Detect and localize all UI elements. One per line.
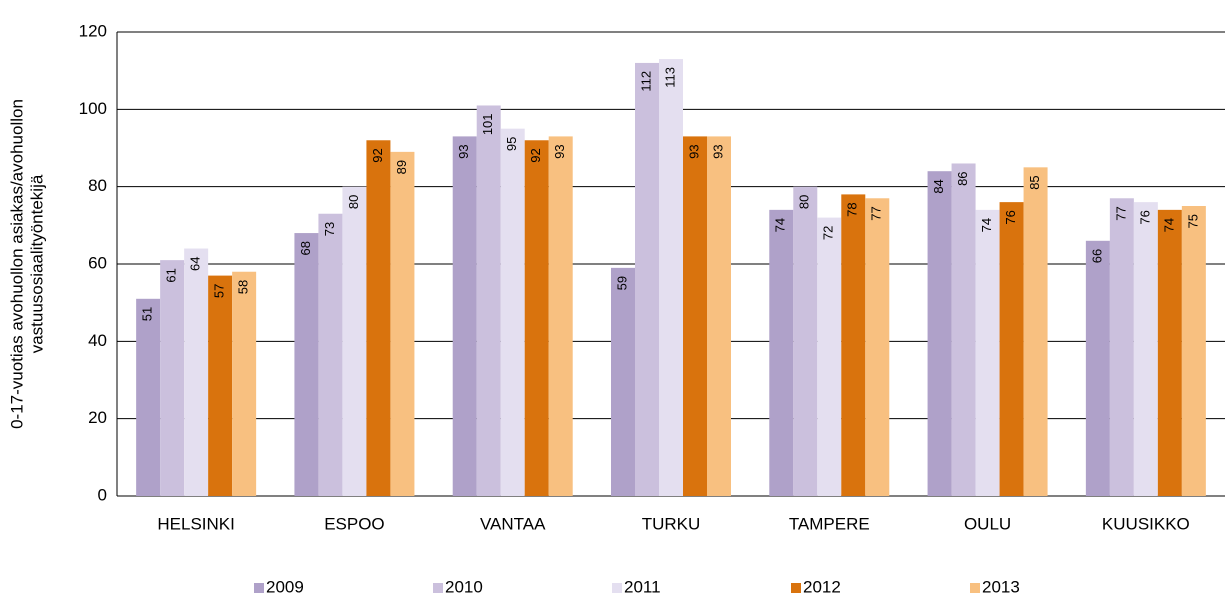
bar (817, 217, 842, 496)
value-label: 74 (1161, 218, 1176, 232)
bar (232, 271, 257, 496)
value-label: 74 (979, 218, 994, 232)
y-tick-label: 60 (88, 253, 107, 272)
y-axis-label: vastuusosiaalityöntekijä (27, 174, 46, 353)
legend-swatch (791, 583, 801, 593)
value-label: 61 (164, 268, 179, 282)
bar (707, 136, 731, 496)
bar (452, 136, 477, 496)
value-label: 93 (552, 144, 567, 158)
x-tick-label: HELSINKI (157, 514, 234, 533)
value-label: 95 (504, 137, 519, 151)
x-tick-label: KUUSIKKO (1102, 514, 1190, 533)
legend-swatch (254, 583, 264, 593)
bar (1133, 202, 1158, 496)
bar (136, 298, 161, 496)
value-label: 84 (931, 179, 946, 193)
y-tick-label: 40 (88, 331, 107, 350)
x-tick-label: ESPOO (324, 514, 384, 533)
legend-label: 2011 (624, 577, 661, 596)
bar (635, 62, 659, 496)
value-label: 58 (236, 280, 251, 294)
bar (951, 163, 976, 496)
value-label: 78 (845, 202, 860, 216)
value-label: 85 (1027, 175, 1042, 189)
bar (1157, 209, 1182, 496)
bar (841, 194, 866, 496)
legend-label: 2009 (266, 577, 304, 596)
value-label: 76 (1003, 210, 1018, 224)
bar (476, 105, 501, 496)
value-label: 92 (528, 148, 543, 162)
bar (683, 136, 707, 496)
bar (184, 248, 209, 496)
bar (318, 213, 343, 496)
value-label: 92 (370, 148, 385, 162)
legend-swatch (433, 583, 443, 593)
value-label: 64 (188, 257, 203, 271)
legend-label: 2013 (982, 577, 1020, 596)
bar (1085, 240, 1110, 496)
value-label: 93 (710, 144, 725, 158)
bar (342, 186, 367, 496)
value-label: 76 (1137, 210, 1152, 224)
value-label: 89 (394, 160, 409, 174)
bar (1023, 167, 1048, 497)
bar (548, 136, 573, 496)
y-tick-label: 100 (79, 99, 107, 118)
legend-swatch (970, 583, 980, 593)
value-label: 57 (212, 284, 227, 298)
value-label: 77 (1113, 206, 1128, 220)
bar (611, 267, 635, 496)
bar (294, 233, 319, 497)
x-tick-label: TAMPERE (789, 514, 870, 533)
value-label: 66 (1089, 249, 1104, 263)
bar (865, 198, 890, 496)
bar (524, 140, 549, 496)
value-label: 93 (456, 144, 471, 158)
bar (975, 209, 1000, 496)
y-tick-label: 120 (79, 21, 107, 40)
bar (1109, 198, 1134, 496)
value-label: 59 (614, 276, 629, 290)
value-label: 68 (298, 241, 313, 255)
value-label: 86 (955, 171, 970, 185)
bar (793, 186, 818, 496)
legend-swatch (612, 583, 622, 593)
value-label: 72 (821, 226, 836, 240)
x-tick-label: VANTAA (480, 514, 546, 533)
bar (500, 128, 525, 496)
bar (390, 151, 415, 496)
bar (769, 209, 794, 496)
value-label: 80 (346, 195, 361, 209)
y-tick-label: 80 (88, 176, 107, 195)
value-label: 73 (322, 222, 337, 236)
bar (366, 140, 391, 496)
value-label: 80 (797, 195, 812, 209)
y-axis-label: 0-17-vuotias avohuollon asiakas/avohuoll… (7, 99, 26, 429)
value-label: 75 (1185, 214, 1200, 228)
x-tick-label: TURKU (642, 514, 701, 533)
legend-label: 2010 (445, 577, 483, 596)
value-label: 113 (662, 67, 677, 88)
bar (1181, 206, 1206, 496)
value-label: 93 (686, 144, 701, 158)
bar (659, 59, 683, 497)
bar (999, 202, 1024, 496)
y-tick-label: 0 (98, 485, 107, 504)
value-label: 101 (480, 113, 495, 135)
y-tick-label: 20 (88, 408, 107, 427)
value-label: 74 (773, 218, 788, 232)
bar (208, 275, 233, 496)
legend-label: 2012 (803, 577, 841, 596)
x-tick-label: OULU (964, 514, 1011, 533)
bar (160, 260, 185, 496)
bar (927, 171, 952, 496)
value-label: 51 (140, 307, 155, 321)
value-label: 112 (638, 71, 653, 92)
value-label: 77 (869, 206, 884, 220)
